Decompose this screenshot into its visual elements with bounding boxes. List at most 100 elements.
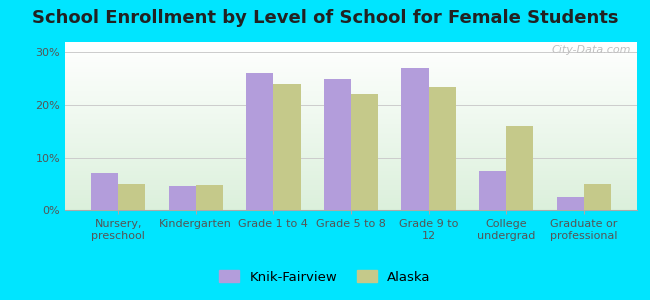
Bar (65, 165, 637, 166)
Bar (65, 112, 637, 114)
Bar (65, 156, 637, 158)
Bar (65, 118, 637, 119)
Bar (65, 193, 637, 195)
Bar (65, 158, 637, 160)
Bar (65, 129, 637, 131)
Bar (65, 52, 637, 54)
Bar (324, 79, 351, 210)
Bar (65, 153, 637, 154)
Bar (65, 171, 637, 173)
Bar (65, 187, 637, 188)
Bar (65, 107, 637, 109)
Bar (65, 185, 637, 187)
Bar (65, 56, 637, 57)
Bar (65, 101, 637, 103)
Bar (428, 87, 456, 210)
Bar (65, 42, 637, 44)
Bar (65, 161, 637, 163)
Bar (91, 173, 118, 210)
Bar (65, 114, 637, 116)
Bar (65, 77, 637, 79)
Bar (65, 50, 637, 52)
Bar (65, 91, 637, 92)
Bar (65, 99, 637, 101)
Bar (65, 176, 637, 178)
Text: School Enrollment by Level of School for Female Students: School Enrollment by Level of School for… (32, 9, 618, 27)
Bar (65, 207, 637, 208)
Bar (65, 195, 637, 196)
Bar (65, 163, 637, 165)
Bar (65, 200, 637, 202)
Bar (65, 149, 637, 151)
Bar (65, 76, 637, 77)
Bar (65, 178, 637, 180)
Bar (65, 148, 637, 149)
Bar (65, 131, 637, 133)
Bar (65, 69, 637, 70)
Bar (65, 61, 637, 62)
Bar (65, 54, 637, 56)
Bar (65, 86, 637, 87)
Bar (65, 79, 637, 81)
Bar (65, 106, 637, 107)
Bar (65, 84, 637, 86)
Bar (65, 72, 637, 74)
Bar (65, 138, 637, 140)
Bar (65, 183, 637, 185)
Bar (65, 62, 637, 64)
Bar (65, 126, 637, 128)
Bar (65, 140, 637, 141)
Bar (65, 44, 637, 45)
Bar (65, 94, 637, 96)
Bar (65, 133, 637, 134)
Bar (65, 81, 637, 82)
Bar (65, 104, 637, 106)
Bar (65, 65, 637, 67)
Bar (65, 196, 637, 198)
Bar (274, 84, 300, 210)
Bar (65, 109, 637, 111)
Bar (65, 67, 637, 69)
Bar (65, 170, 637, 171)
Bar (65, 74, 637, 76)
Bar (65, 121, 637, 123)
Bar (65, 141, 637, 143)
Bar (196, 185, 223, 210)
Bar (584, 184, 611, 210)
Bar (65, 82, 637, 84)
Bar (65, 47, 637, 49)
Bar (65, 198, 637, 200)
Bar (65, 87, 637, 89)
Bar (65, 124, 637, 126)
Bar (246, 74, 274, 210)
Bar (65, 143, 637, 145)
Bar (65, 92, 637, 94)
Bar (65, 96, 637, 98)
Bar (65, 116, 637, 118)
Bar (65, 111, 637, 112)
Bar (556, 197, 584, 210)
Bar (65, 175, 637, 176)
Bar (65, 203, 637, 205)
Bar (65, 205, 637, 207)
Bar (65, 136, 637, 138)
Bar (65, 151, 637, 153)
Bar (65, 188, 637, 190)
Bar (479, 171, 506, 210)
Bar (65, 190, 637, 191)
Bar (351, 94, 378, 210)
Bar (65, 173, 637, 175)
Bar (65, 180, 637, 182)
Bar (65, 145, 637, 146)
Bar (65, 45, 637, 47)
Bar (65, 128, 637, 129)
Bar (65, 191, 637, 193)
Bar (65, 57, 637, 59)
Bar (118, 184, 146, 210)
Bar (65, 202, 637, 203)
Bar (65, 89, 637, 91)
Bar (65, 119, 637, 121)
Bar (65, 59, 637, 61)
Bar (65, 154, 637, 156)
Bar (65, 70, 637, 72)
